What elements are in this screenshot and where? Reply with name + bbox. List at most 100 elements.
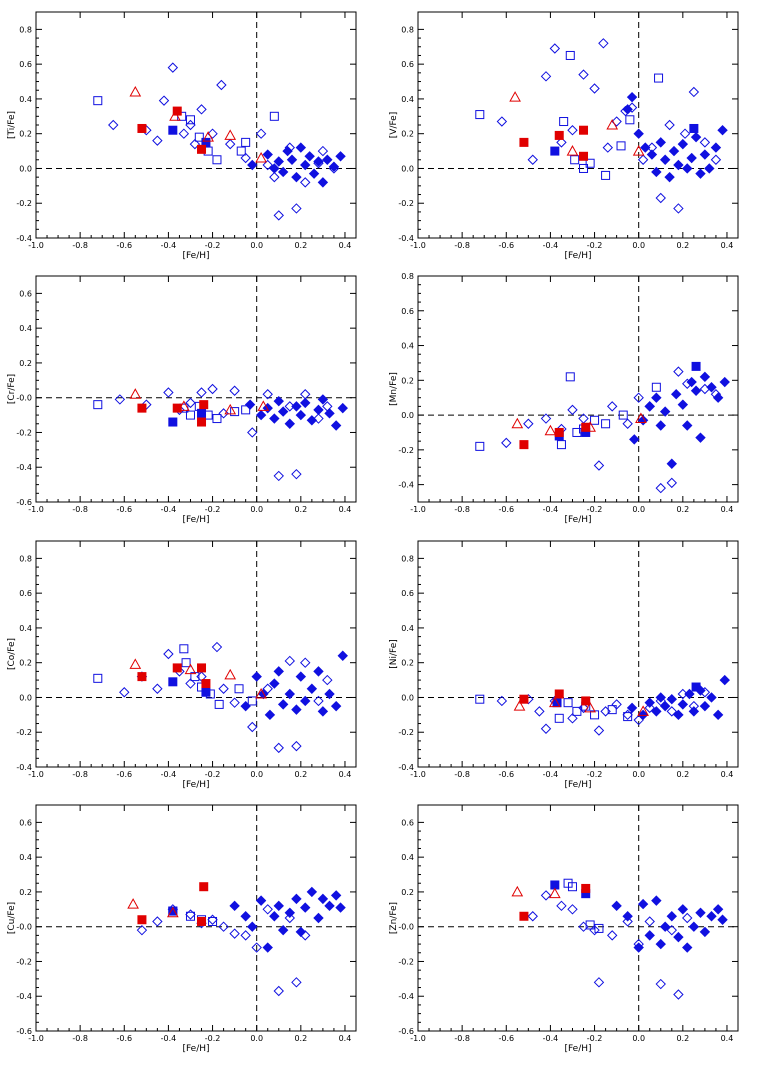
data-point-square-filled [689,123,699,133]
y-tick-label: 0.0 [401,164,414,173]
data-point-diamond-open [273,210,284,221]
y-tick-label: 0.2 [401,659,414,668]
x-axis-label: [Fe/H] [564,251,591,261]
y-axis-label: [Ti/Fe] [7,111,17,139]
data-point-diamond-filled [699,371,711,383]
data-point-diamond-filled [684,688,695,700]
y-tick-label: 0.2 [401,376,414,385]
x-tick-label: 0.0 [250,770,263,779]
data-point-diamond-open [185,678,196,689]
data-point-square-filled [581,696,591,706]
data-point-diamond-filled [277,699,289,710]
data-point-square-filled [554,130,564,140]
data-point-square-open [185,115,195,125]
y-tick-label: -0.4 [16,463,32,472]
data-point-diamond-open [218,683,229,694]
data-point-diamond-open [679,128,691,139]
x-tick-label: -0.8 [454,1034,470,1043]
x-tick-label: -0.4 [161,1034,177,1043]
data-point-square-open [616,141,626,151]
data-point-square-filled [197,916,207,926]
data-point-diamond-filled [690,131,702,143]
data-point-diamond-filled [306,683,318,694]
data-point-diamond-filled [337,650,348,661]
data-point-square-open [247,696,257,706]
data-point-diamond-filled [695,432,706,443]
data-point-triangle-open [637,705,649,716]
y-tick-label: 0.0 [401,693,414,702]
panel-1: -1.0 -0.8 -0.6 -0.4 -0.2 0.0 0.2 0.4 -0.4 -0.2 0.0… [7,11,357,261]
y-tick-label: 0.8 [401,25,414,34]
x-tick-label: -0.2 [587,770,603,779]
x-tick-label: -0.6 [498,241,514,250]
y-tick-label: 0.0 [401,411,414,420]
data-point-square-filled [554,427,564,437]
data-point-diamond-open [611,116,622,127]
x-tick-label: 0.0 [632,505,645,514]
x-tick-label: 0.4 [339,241,352,250]
data-point-diamond-filled [277,924,289,936]
data-point-triangle-open [584,701,596,713]
y-tick-label: -0.4 [16,763,32,772]
y-tick-label: 0.2 [19,659,32,668]
data-point-diamond-filled [273,395,284,407]
y-tick-label: 0.4 [401,624,414,633]
data-point-diamond-filled [324,688,335,700]
data-point-diamond-open [189,138,201,150]
data-point-square-open [554,713,564,723]
x-tick-label: -0.4 [543,241,559,250]
plot-frame [417,275,739,503]
data-point-diamond-open [496,116,508,127]
data-point-diamond-filled [677,904,689,915]
data-point-diamond-filled [286,154,298,165]
y-tick-label: 0.8 [19,25,32,34]
data-point-square-open [563,698,573,708]
y-tick-label: -0.6 [398,1027,414,1036]
data-point-diamond-filled [712,392,724,403]
data-point-diamond-filled [255,409,267,421]
data-point-diamond-filled [655,420,666,431]
data-point-diamond-filled [300,902,311,913]
data-point-square-open [212,414,222,424]
x-tick-label: 0.4 [339,505,352,514]
data-point-square-filled [691,361,701,371]
data-point-diamond-filled [300,695,311,707]
data-point-diamond-filled [269,911,280,922]
x-tick-label: -0.6 [116,241,132,250]
data-point-diamond-open [224,138,236,150]
data-point-diamond-filled [717,914,728,925]
data-point-diamond-open [207,383,218,395]
data-point-diamond-open [229,928,240,939]
data-point-diamond-open [167,62,179,73]
y-axis-label: [Co/Fe] [7,638,17,670]
data-point-square-filled [201,687,211,697]
data-point-diamond-open [666,706,678,717]
y-tick-label: -0.6 [16,1027,32,1036]
data-point-diamond-filled [710,142,722,153]
data-point-diamond-filled [651,392,662,403]
x-tick-label: 0.4 [339,770,352,779]
data-point-square-open [651,382,661,392]
data-point-diamond-open [540,723,552,734]
data-point-square-filled [519,911,529,921]
data-point-diamond-filled [651,166,662,178]
data-point-diamond-open [247,721,258,733]
data-point-diamond-filled [313,912,324,924]
data-point-diamond-open [556,137,567,148]
y-tick-label: -0.4 [16,234,32,243]
x-axis-label: [Fe/H] [564,515,591,525]
data-point-diamond-filled [295,142,307,153]
data-point-diamond-filled [284,907,296,918]
y-tick-label: -0.4 [398,234,414,243]
data-point-diamond-filled [655,692,666,703]
x-tick-label: -0.8 [72,241,88,250]
data-point-diamond-open [291,203,302,214]
data-point-diamond-filled [622,104,633,115]
x-tick-label: -0.2 [205,241,221,250]
plot-frame [35,275,357,503]
y-tick-label: 0.6 [401,307,414,316]
data-point-diamond-open [207,128,218,139]
data-point-square-open [185,410,195,420]
data-point-square-open [269,111,279,121]
data-point-triangle-open [224,129,237,140]
